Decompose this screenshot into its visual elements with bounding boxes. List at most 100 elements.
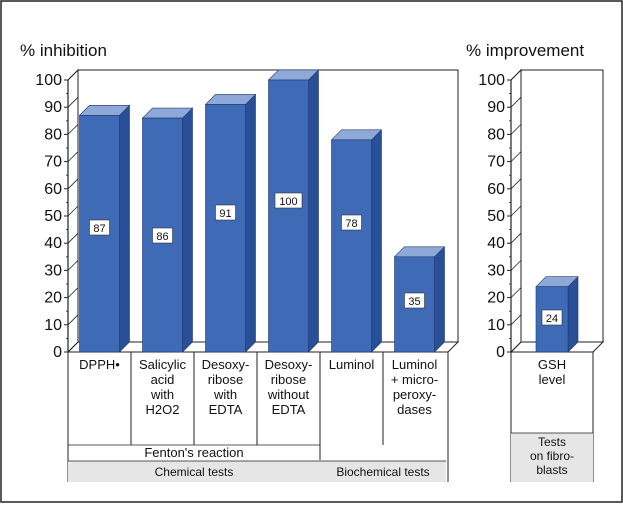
y-tick-label: 10 bbox=[44, 317, 62, 334]
y-tick-depth bbox=[67, 314, 79, 326]
x-category-label: ribose bbox=[208, 372, 243, 387]
y-tick-label: 10 bbox=[487, 317, 505, 334]
y-tick-label: 30 bbox=[44, 262, 62, 279]
y-tick-label: 20 bbox=[44, 290, 62, 307]
y-tick-depth bbox=[510, 260, 522, 271]
band-background bbox=[320, 461, 446, 482]
y-tick-label: 60 bbox=[487, 181, 505, 198]
y-axis-title: % improvement bbox=[466, 41, 584, 60]
data-label: 87 bbox=[93, 223, 105, 235]
data-label-box bbox=[89, 219, 110, 236]
x-category-label: level bbox=[539, 372, 566, 387]
bar-side bbox=[371, 129, 382, 353]
x-category-label: without bbox=[267, 387, 310, 402]
x-band-label: Biochemical tests bbox=[336, 465, 429, 479]
data-label-box bbox=[215, 204, 236, 221]
y-tick-depth bbox=[67, 178, 79, 190]
x-band-label: blasts bbox=[536, 463, 567, 477]
y-tick-label: 50 bbox=[487, 208, 505, 225]
bar-side bbox=[434, 246, 445, 353]
y-tick-depth bbox=[67, 124, 79, 135]
y-tick-label: 0 bbox=[53, 344, 62, 361]
bar-side bbox=[245, 93, 256, 353]
inhibition-chart: 0 10 20 30 40 50 60 70 80 90 100 % inhibition 87 DPPH… bbox=[20, 41, 460, 482]
x-group-label: Fenton's reaction bbox=[144, 445, 243, 460]
y-tick-label: 90 bbox=[44, 99, 62, 116]
y-tick-depth bbox=[67, 341, 79, 353]
band-background bbox=[511, 433, 593, 482]
x-category-label: Desoxy- bbox=[265, 357, 313, 372]
data-label: 35 bbox=[408, 296, 420, 308]
x-category-label: acid bbox=[151, 372, 175, 387]
bar-side bbox=[182, 107, 193, 353]
x-category-label: with bbox=[213, 387, 237, 402]
x-category-label: + micro- bbox=[391, 372, 438, 387]
x-category-label: DPPH• bbox=[79, 357, 120, 372]
y-tick-label: 70 bbox=[487, 154, 505, 171]
x-category-label: H2O2 bbox=[146, 402, 180, 417]
y-tick-depth bbox=[510, 151, 522, 162]
y-tick-depth bbox=[510, 314, 522, 326]
y-tick-depth bbox=[510, 205, 522, 217]
bar bbox=[331, 139, 372, 353]
y-tick-label: 20 bbox=[487, 290, 505, 307]
y-tick-depth bbox=[510, 69, 522, 81]
bar-side bbox=[567, 275, 579, 353]
x-category-label: EDTA bbox=[272, 402, 306, 417]
y-tick-label: 100 bbox=[478, 72, 505, 89]
y-tick-label: 80 bbox=[487, 126, 505, 143]
x-band-label: Chemical tests bbox=[155, 465, 234, 479]
bar-side bbox=[308, 69, 319, 353]
y-tick-depth bbox=[67, 232, 79, 244]
y-tick-label: 90 bbox=[487, 99, 505, 116]
x-category-label: Luminol bbox=[392, 357, 438, 372]
x-category-label: dases bbox=[397, 402, 432, 417]
y-axis-title: % inhibition bbox=[20, 41, 107, 60]
data-label-box bbox=[341, 214, 362, 231]
x-category-label: peroxy- bbox=[393, 387, 436, 402]
y-tick-depth bbox=[67, 96, 79, 108]
y-tick-depth bbox=[510, 124, 522, 135]
y-tick-depth bbox=[67, 205, 79, 217]
y-tick-depth bbox=[67, 287, 79, 298]
y-tick-label: 60 bbox=[44, 181, 62, 198]
x-category-label: Luminol bbox=[329, 357, 375, 372]
data-label: 91 bbox=[219, 208, 231, 220]
y-tick-label: 50 bbox=[44, 208, 62, 225]
y-tick-depth bbox=[67, 260, 79, 271]
data-label: 78 bbox=[345, 218, 357, 230]
x-band-label: on fibro- bbox=[530, 449, 574, 463]
data-label: 86 bbox=[156, 231, 168, 243]
y-tick-depth bbox=[510, 341, 522, 353]
x-category-label: with bbox=[150, 387, 174, 402]
x-band-label: Tests bbox=[538, 435, 566, 449]
y-tick-label: 40 bbox=[487, 235, 505, 252]
y-tick-depth bbox=[510, 232, 522, 244]
y-tick-depth bbox=[510, 96, 522, 108]
y-tick-depth bbox=[67, 151, 79, 162]
data-label-box bbox=[274, 192, 303, 209]
data-label-box bbox=[541, 309, 563, 326]
y-tick-depth bbox=[510, 287, 522, 298]
x-category-label: GSH bbox=[538, 357, 566, 372]
x-category-label: EDTA bbox=[209, 402, 243, 417]
x-category-label: ribose bbox=[271, 372, 306, 387]
y-tick-label: 70 bbox=[44, 154, 62, 171]
y-tick-label: 40 bbox=[44, 235, 62, 252]
y-tick-label: 0 bbox=[496, 344, 505, 361]
y-tick-depth bbox=[510, 178, 522, 190]
bar-side bbox=[119, 104, 130, 353]
y-tick-label: 100 bbox=[35, 72, 62, 89]
band-background bbox=[68, 461, 320, 482]
data-label-box bbox=[152, 227, 173, 244]
data-label: 100 bbox=[279, 196, 297, 208]
data-label-box bbox=[404, 292, 425, 309]
y-tick-label: 80 bbox=[44, 126, 62, 143]
bar bbox=[205, 104, 246, 353]
data-label: 24 bbox=[546, 313, 558, 325]
improvement-chart: 0 10 20 30 40 50 60 70 80 90 100 % improvement 24 GSH… bbox=[466, 41, 605, 482]
x-category-label: Salicylic bbox=[139, 357, 186, 372]
y-tick-depth bbox=[67, 69, 79, 81]
